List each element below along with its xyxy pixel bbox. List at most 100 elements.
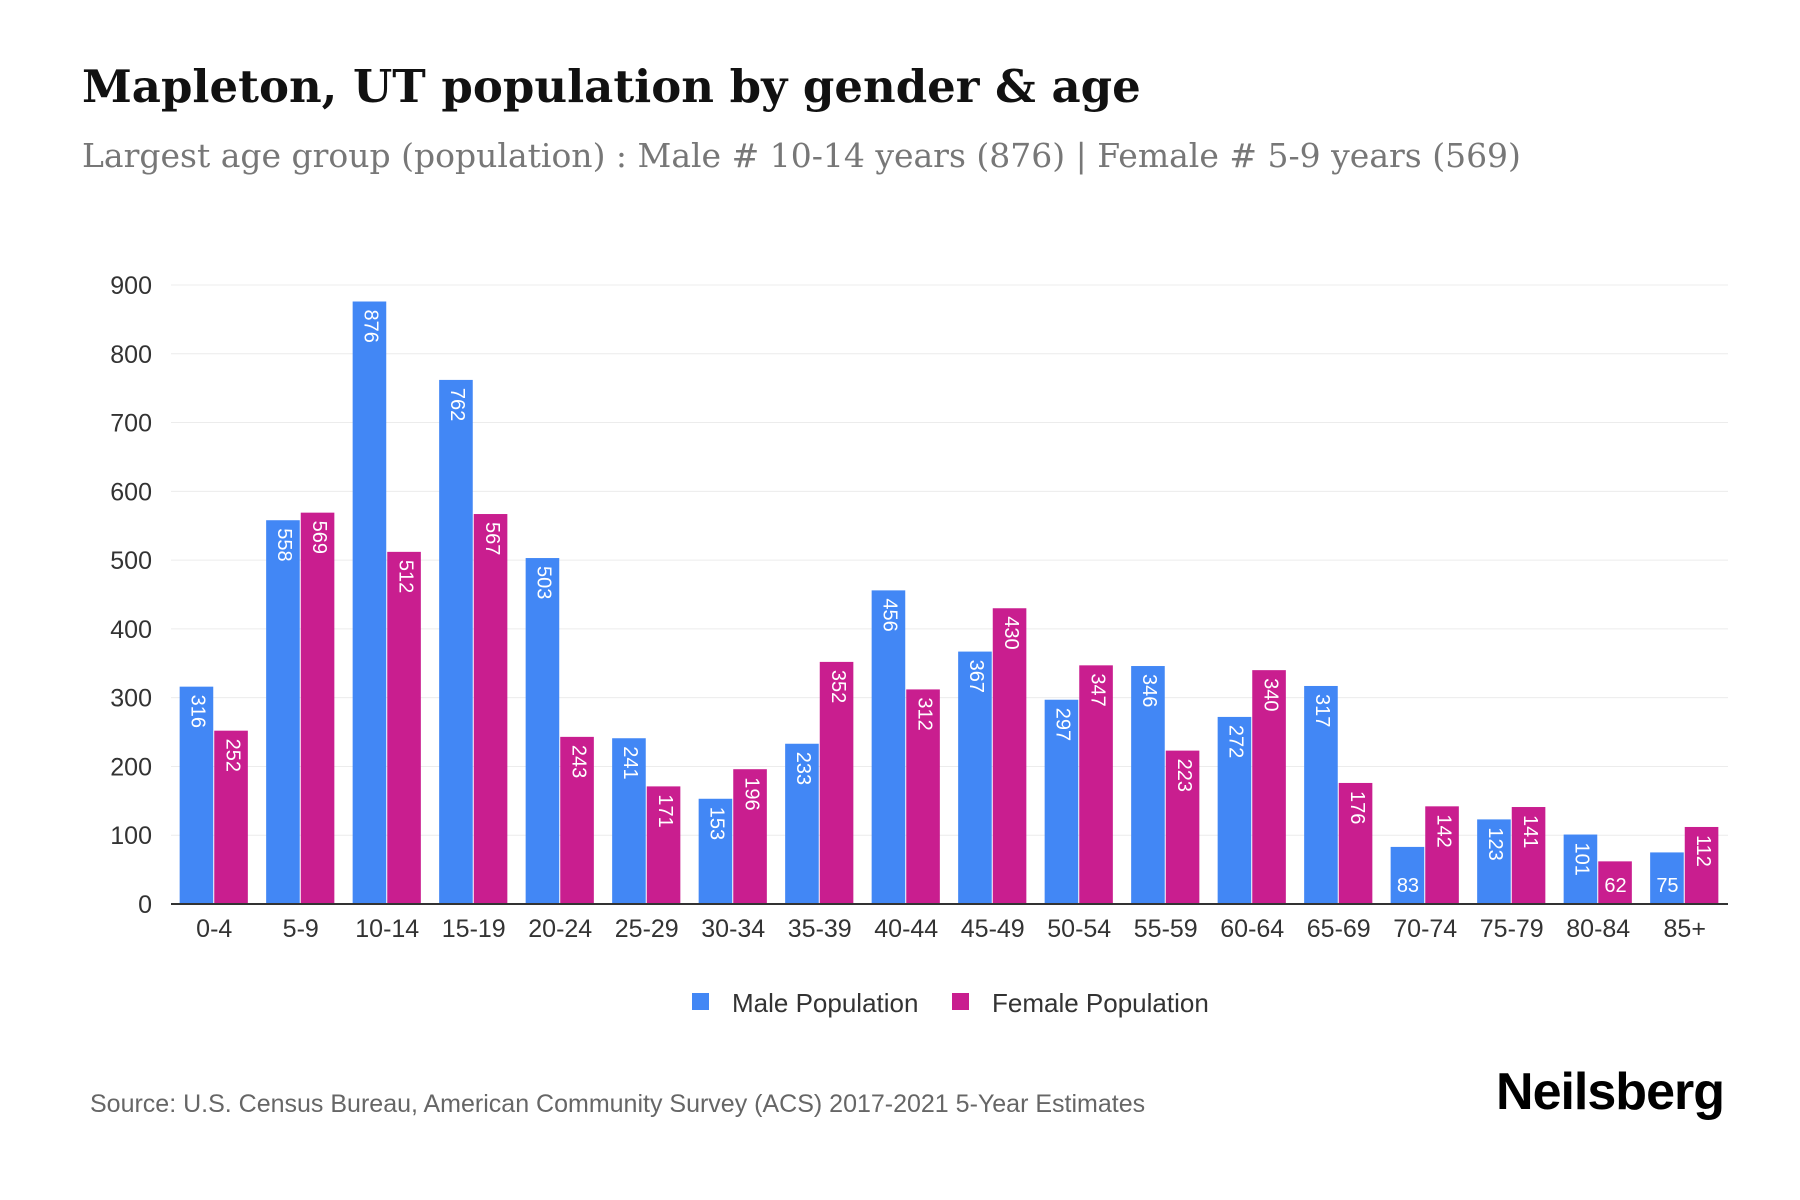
bar-male — [1044, 699, 1079, 904]
x-tick-label: 65-69 — [1307, 915, 1371, 943]
data-label: 233 — [792, 752, 814, 785]
x-tick-label: 15-19 — [442, 915, 506, 943]
x-tick-label: 55-59 — [1134, 915, 1198, 943]
bar-female — [473, 514, 508, 904]
y-tick-label: 400 — [110, 616, 152, 644]
data-label: 142 — [1432, 814, 1454, 847]
legend-label: Female Population — [992, 988, 1209, 1018]
bar-female — [906, 689, 940, 904]
bar-female — [560, 736, 594, 904]
bar-male — [1563, 834, 1598, 904]
bar-male — [958, 651, 992, 904]
x-tick-label: 70-74 — [1393, 915, 1457, 943]
data-label: 176 — [1346, 791, 1368, 824]
y-tick-label: 900 — [110, 272, 152, 300]
data-label: 352 — [827, 670, 849, 703]
data-label: 503 — [533, 566, 555, 599]
source-note: Source: U.S. Census Bureau, American Com… — [90, 1090, 1146, 1118]
data-label: 297 — [1052, 708, 1074, 741]
bar-male — [1477, 819, 1511, 904]
data-label: 101 — [1571, 843, 1593, 876]
x-tick-label: 35-39 — [788, 915, 852, 943]
bar-male — [525, 558, 560, 904]
bar-male — [1650, 852, 1684, 904]
bar-female — [214, 730, 248, 904]
legend-swatch — [952, 993, 969, 1010]
data-label: 171 — [654, 794, 676, 827]
x-tick-label: 80-84 — [1566, 915, 1630, 943]
bar-male — [1304, 685, 1338, 904]
x-tick-label: 10-14 — [355, 915, 419, 943]
data-label: 243 — [567, 745, 589, 778]
bar-female — [387, 551, 421, 904]
y-tick-label: 0 — [138, 891, 152, 919]
bar-female — [646, 786, 681, 904]
bar-male — [1390, 846, 1425, 904]
bar-male — [266, 520, 300, 904]
data-label: 567 — [481, 522, 503, 555]
y-tick-label: 800 — [110, 341, 152, 369]
bar-male — [1131, 666, 1165, 904]
bar-male — [698, 798, 733, 904]
bar-female — [733, 769, 767, 904]
x-tick-label: 75-79 — [1480, 915, 1544, 943]
y-tick-label: 300 — [110, 685, 152, 713]
data-label: 558 — [273, 528, 295, 561]
bar-female — [1165, 750, 1200, 904]
x-tick-label: 20-24 — [528, 915, 592, 943]
data-label: 512 — [394, 560, 416, 593]
x-tick-label: 0-4 — [196, 915, 232, 943]
bar-male — [871, 590, 906, 904]
x-tick-label: 45-49 — [961, 915, 1025, 943]
y-tick-label: 600 — [110, 478, 152, 506]
bar-female — [1425, 806, 1459, 904]
x-tick-label: 40-44 — [874, 915, 938, 943]
data-label: 346 — [1138, 674, 1160, 707]
bar-female — [992, 608, 1027, 904]
y-tick-label: 200 — [110, 753, 152, 781]
data-label: 456 — [879, 598, 901, 631]
data-label: 312 — [913, 697, 935, 730]
bar-male — [352, 301, 387, 904]
data-label: 367 — [965, 660, 987, 693]
data-label: 876 — [360, 310, 382, 343]
data-label: 762 — [446, 388, 468, 421]
bar-male — [179, 686, 214, 904]
y-tick-label: 500 — [110, 547, 152, 575]
data-label: 75 — [1656, 875, 1678, 897]
data-label: 317 — [1311, 694, 1333, 727]
data-label: 241 — [619, 746, 641, 779]
bar-male — [612, 738, 646, 904]
bar-female — [819, 661, 854, 904]
bar-female — [300, 512, 335, 904]
x-tick-label: 30-34 — [701, 915, 765, 943]
legend-swatch — [692, 993, 709, 1010]
data-label: 153 — [706, 807, 728, 840]
data-label: 252 — [221, 739, 243, 772]
y-tick-label: 700 — [110, 410, 152, 438]
bar-female — [1079, 665, 1113, 904]
x-tick-label: 60-64 — [1220, 915, 1284, 943]
data-label: 223 — [1173, 759, 1195, 792]
bar-male — [785, 743, 819, 904]
data-label: 272 — [1225, 725, 1247, 758]
bar-female — [1684, 826, 1719, 904]
x-tick-label: 50-54 — [1047, 915, 1111, 943]
data-label: 83 — [1397, 875, 1419, 897]
data-label: 141 — [1519, 815, 1541, 848]
x-tick-label: 25-29 — [615, 915, 679, 943]
data-label: 112 — [1692, 835, 1714, 867]
data-label: 430 — [1000, 616, 1022, 649]
bar-female — [1511, 807, 1546, 904]
bar-female — [1338, 782, 1373, 904]
data-label: 316 — [187, 695, 209, 728]
x-tick-label: 85+ — [1664, 915, 1706, 943]
y-tick-label: 100 — [110, 822, 152, 850]
chart-subtitle: Largest age group (population) : Male # … — [82, 136, 1521, 175]
data-label: 340 — [1259, 678, 1281, 711]
bar-male — [439, 379, 473, 904]
data-label: 569 — [308, 521, 330, 554]
bar-female — [1252, 670, 1286, 904]
data-label: 62 — [1604, 875, 1626, 897]
